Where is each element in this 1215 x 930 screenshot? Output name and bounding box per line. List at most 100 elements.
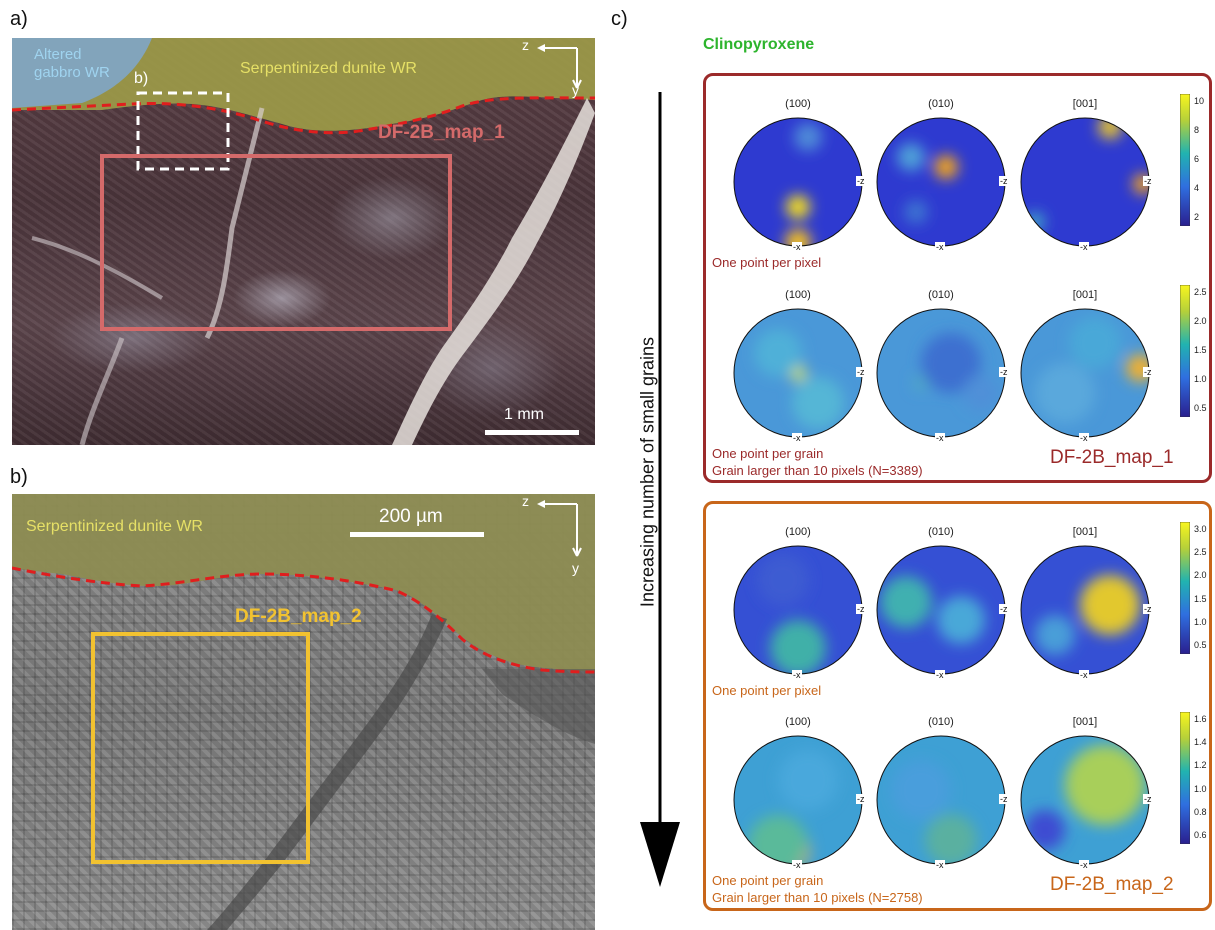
pole-figure-title: (100) [785,526,811,538]
panel-label-a: a) [10,8,28,30]
axis-x-label: -x [792,670,802,680]
pole-figure-title: (100) [785,716,811,728]
row-caption: One point per grain [712,446,824,461]
row-caption: One point per pixel [712,255,822,270]
axis-z-label: -z [856,176,866,186]
pole-figure [876,308,1006,438]
row-caption-detail: Grain larger than 10 pixels (N=2758) [712,890,923,905]
colorbar-tick: 1.0 [1194,374,1207,385]
altered-gabbro-label-line1: Altered [34,46,82,63]
colorbar-tick: 10 [1194,95,1205,106]
axis-y-label-a: y [572,82,579,98]
panel-label-b: b) [10,466,28,488]
colorbar-tick: 1.0 [1194,616,1207,627]
altered-gabbro-label-line2: gabbro WR [34,64,110,81]
row-caption: One point per grain [712,873,824,888]
pole-figure [733,735,863,865]
colorbar [1180,712,1190,844]
altered-gabbro-label: Altered gabbro WR [34,46,110,82]
colorbar-tick: 2.5 [1194,547,1207,558]
pole-figure-title: [001] [1072,289,1098,301]
axis-z-label: -z [856,367,866,377]
pole-figure [876,735,1006,865]
colorbar-tick: 0.5 [1194,640,1207,651]
pole-figure-title: [001] [1072,716,1098,728]
serpentinized-dunite-label-a: Serpentinized dunite WR [240,60,417,77]
colorbar-tick: 1.4 [1194,737,1207,748]
box-2-map-name: DF-2B_map_2 [1050,874,1174,895]
axis-x-label: -x [792,860,802,870]
colorbar-tick: 2 [1194,212,1200,223]
row-caption-detail: Grain larger than 10 pixels (N=3389) [712,463,923,478]
inset-b-label: b) [134,70,149,87]
micrograph-a-overlay [12,38,595,445]
bse-image-b: Serpentinized dunite WR 200 µm DF-2B_map… [12,494,595,930]
axis-z-label: -z [1143,367,1153,377]
axis-z-label: -z [856,604,866,614]
axis-x-label: -x [792,433,802,443]
axis-x-label: -x [935,860,945,870]
pole-figure [1020,117,1150,247]
bse-image-b-overlay [12,494,595,930]
row-caption: One point per pixel [712,683,822,698]
pole-figure [733,117,863,247]
pole-figure-title: (100) [785,98,811,110]
colorbar-tick: 1.5 [1194,345,1207,355]
axis-x-label: -x [935,670,945,680]
pole-figure-title: (010) [928,526,954,538]
colorbar [1180,94,1190,226]
colorbar [1180,522,1190,654]
axis-z-label-b: z [522,494,529,509]
axis-x-label: -x [1079,670,1089,680]
axis-z-label-a: z [522,38,529,53]
colorbar-tick: 3.0 [1194,523,1207,534]
colorbar-tick: 1.2 [1194,760,1207,771]
colorbar-tick: 0.8 [1194,806,1207,817]
colorbar-tick: 2.5 [1194,286,1207,297]
pole-figure-title: (100) [785,289,811,301]
pole-figure [876,117,1006,247]
map-2-pole-figure-box [703,501,1212,911]
scale-bar-label-a: 1 mm [504,406,544,423]
map-1-pole-figure-box [703,73,1212,483]
mineral-title: Clinopyroxene [703,36,815,53]
axis-z-label: -z [999,176,1009,186]
pole-figure [733,308,863,438]
axis-z-label: -z [1143,604,1153,614]
colorbar-tick: 4 [1194,183,1200,194]
colorbar-tick: 1.6 [1194,713,1207,724]
pole-figure-title: [001] [1072,526,1098,538]
axis-z-label: -z [999,604,1009,614]
colorbar-tick: 0.6 [1194,830,1207,841]
axis-x-label: -x [1079,242,1089,252]
map-2-label: DF-2B_map_2 [235,606,362,627]
pole-figure [733,545,863,675]
pole-figure-title: (010) [928,98,954,110]
pole-figure [1020,735,1150,865]
axis-x-label: -x [1079,860,1089,870]
serpentinized-dunite-label-b: Serpentinized dunite WR [26,518,203,535]
axis-x-label: -x [935,242,945,252]
scale-bar-label-b: 200 µm [379,506,443,527]
axis-z-label: -z [856,794,866,804]
colorbar-tick: 2.0 [1194,570,1207,581]
increasing-arrow [640,92,680,887]
axis-x-label: -x [1079,433,1089,443]
map-1-label: DF-2B_map_1 [378,122,505,143]
pole-figure-title: (010) [928,716,954,728]
axis-z-label: -z [1143,794,1153,804]
axis-z-label: -z [999,367,1009,377]
pole-figure-title: (010) [928,289,954,301]
pole-figure-title: [001] [1072,98,1098,110]
pole-figure [876,545,1006,675]
pole-figure [1020,545,1150,675]
box-1-map-name: DF-2B_map_1 [1050,447,1174,468]
axis-x-label: -x [792,242,802,252]
panel-label-c: c) [611,8,628,30]
pole-figure [1020,308,1150,438]
colorbar-tick: 1.0 [1194,783,1207,794]
colorbar-tick: 1.5 [1194,593,1207,604]
micrograph-a: Altered gabbro WR Serpentinized dunite W… [12,38,595,445]
axis-y-label-b: y [572,560,579,576]
colorbar-tick: 6 [1194,154,1200,164]
